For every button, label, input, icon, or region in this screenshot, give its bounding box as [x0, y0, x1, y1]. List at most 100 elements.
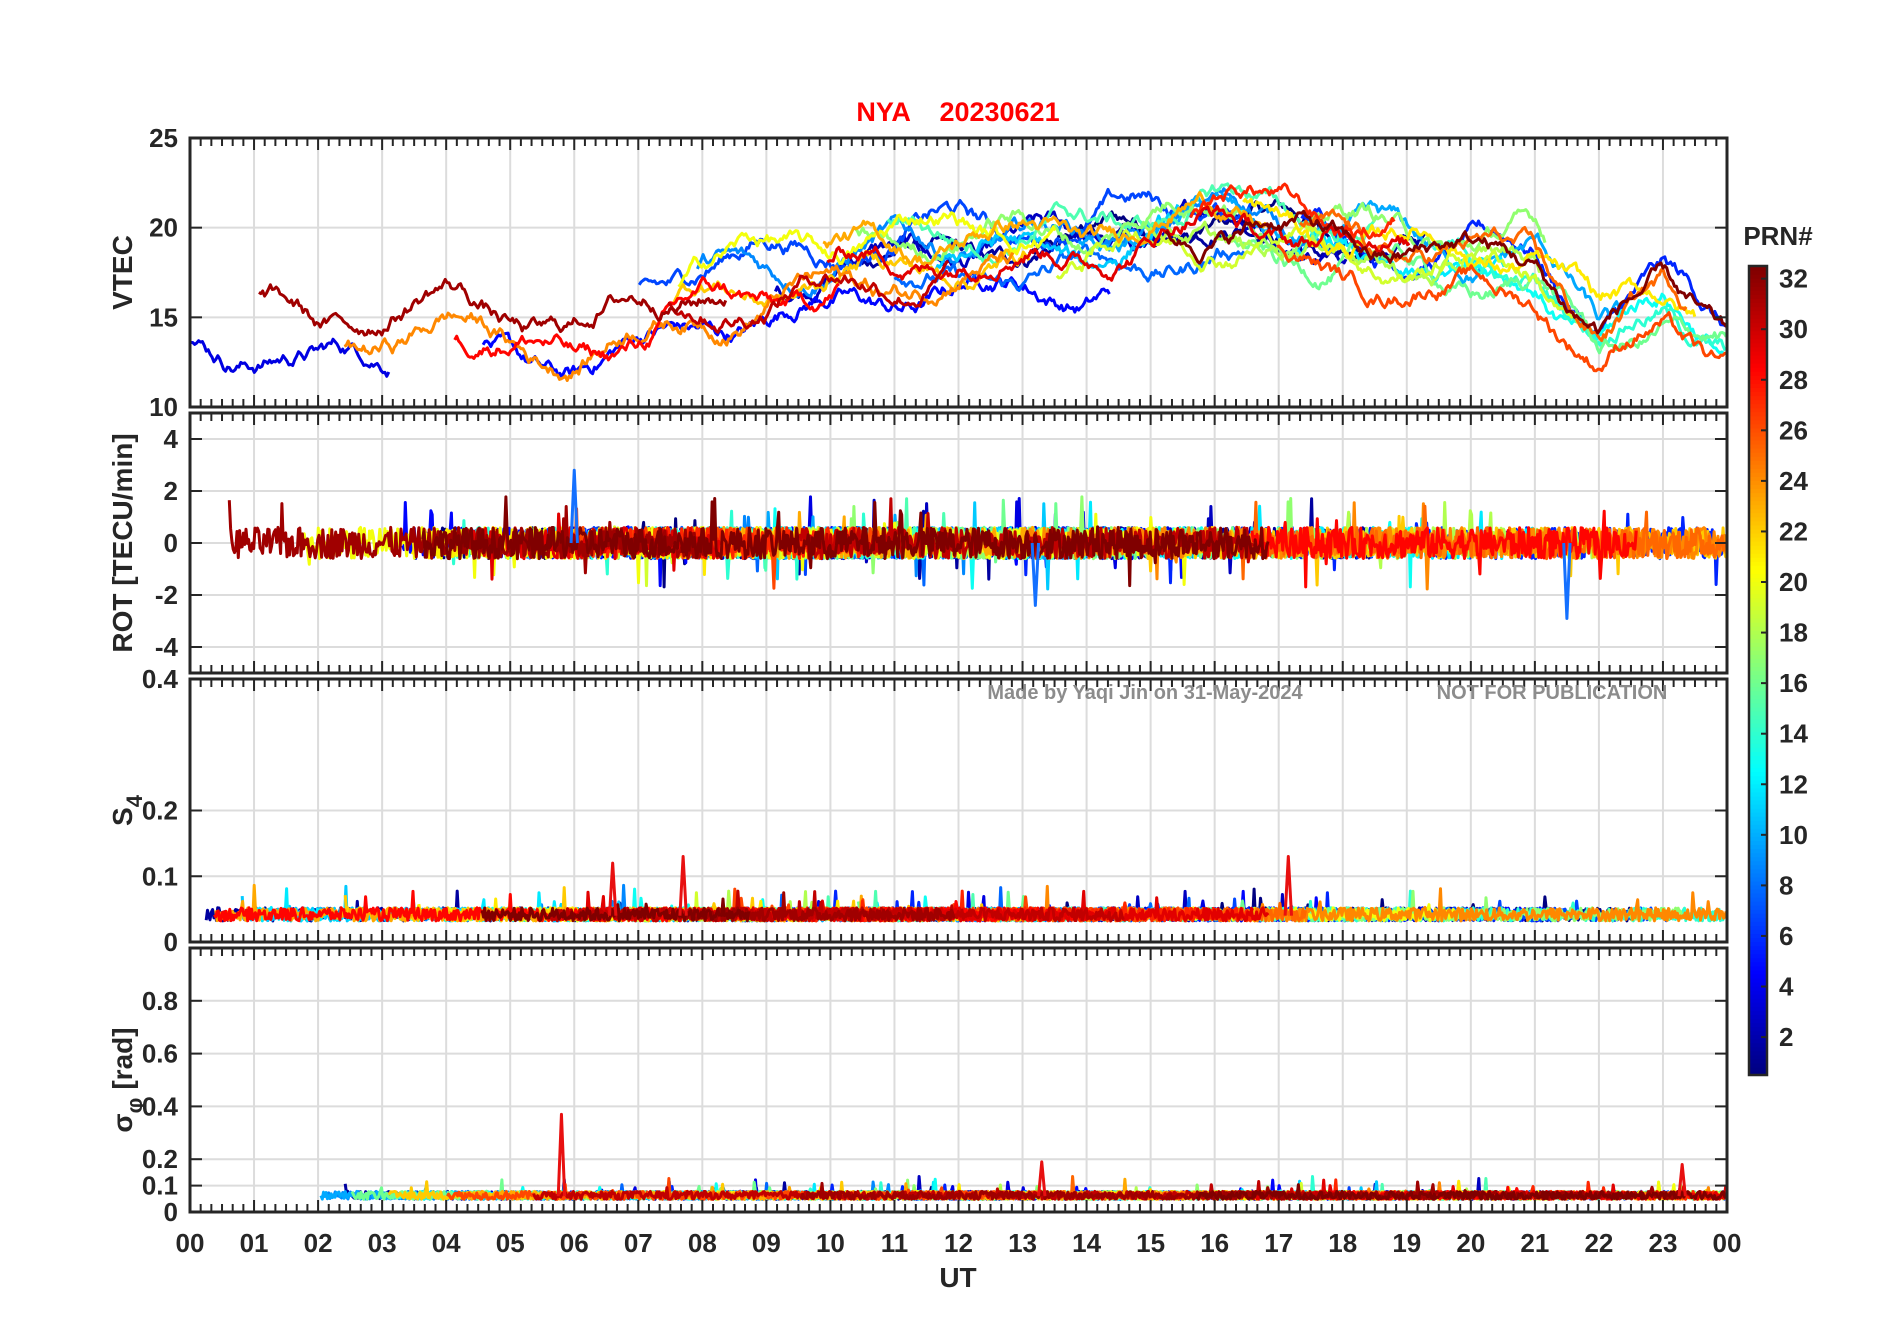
colorbar-band — [1749, 795, 1767, 801]
x-tick-label: 01 — [240, 1228, 269, 1258]
colorbar-band — [1749, 953, 1767, 959]
colorbar-band — [1749, 787, 1767, 793]
colorbar-band — [1749, 812, 1767, 817]
colorbar-band — [1749, 820, 1767, 825]
colorbar-band — [1749, 694, 1767, 700]
series-peak-1 — [1562, 542, 1572, 620]
colorbar-band — [1749, 666, 1767, 672]
panel-vtec: 10 15 20 25 VTEC — [107, 123, 1729, 422]
colorbar-band — [1749, 791, 1767, 797]
colorbar-band — [1749, 500, 1767, 506]
x-tick-label: 22 — [1584, 1228, 1613, 1258]
y-tick-label: 4 — [164, 424, 179, 454]
colorbar-band — [1749, 682, 1767, 688]
series-prn-16 — [1219, 231, 1728, 355]
series-prn-7 — [637, 187, 1255, 287]
colorbar-band — [1749, 727, 1767, 732]
colorbar-band — [1749, 973, 1767, 979]
x-tick-label: 00 — [1713, 1228, 1742, 1258]
series-group — [319, 1112, 1729, 1201]
colorbar-tick-label: 24 — [1779, 466, 1808, 496]
colorbar-band — [1749, 690, 1767, 696]
colorbar-band — [1749, 621, 1767, 627]
series-prn-32 — [1195, 1183, 1728, 1201]
colorbar-band — [1749, 367, 1767, 372]
colorbar-band — [1749, 994, 1767, 999]
colorbar-band — [1749, 561, 1767, 566]
colorbar-band — [1749, 439, 1767, 445]
colorbar-band — [1749, 824, 1767, 829]
colorbar-band — [1749, 872, 1767, 878]
y-axis-label-s4: S4 — [107, 794, 147, 826]
colorbar-tick-label: 22 — [1779, 516, 1808, 546]
colorbar-band — [1749, 642, 1767, 647]
series-prn-22 — [672, 248, 1031, 308]
colorbar-band — [1749, 674, 1767, 680]
colorbar-band — [1749, 799, 1767, 805]
title-station: NYA — [856, 97, 910, 127]
colorbar-band — [1749, 601, 1767, 607]
colorbar-band — [1749, 949, 1767, 955]
series-prn-27 — [1189, 182, 1396, 240]
x-tick-label: 09 — [752, 1228, 781, 1258]
y-tick-label: 20 — [149, 213, 178, 243]
colorbar-frame — [1747, 264, 1769, 1077]
colorbar-band — [1749, 338, 1767, 344]
series-peak-0 — [569, 468, 579, 544]
colorbar-band — [1749, 719, 1767, 724]
series-peak-2 — [1677, 1162, 1687, 1197]
x-tick-label: 10 — [816, 1228, 845, 1258]
y-tick-label: 0.1 — [142, 861, 178, 891]
colorbar-band — [1749, 557, 1767, 562]
colorbar-label: PRN# — [1743, 221, 1813, 251]
colorbar-band — [1749, 476, 1767, 481]
colorbar-band — [1749, 537, 1767, 542]
colorbar-tick-label: 12 — [1779, 769, 1808, 799]
colorbar-band — [1749, 346, 1767, 352]
y-tick-label: 0.6 — [142, 1039, 178, 1069]
colorbar-band — [1749, 435, 1767, 441]
colorbar-band — [1749, 650, 1767, 655]
colorbar-tick-label: 6 — [1779, 921, 1793, 951]
x-tick-label: 07 — [624, 1228, 653, 1258]
colorbar-band — [1749, 508, 1767, 514]
colorbar-band — [1749, 383, 1767, 388]
colorbar-band — [1749, 443, 1767, 449]
colorbar-tick-label: 16 — [1779, 668, 1808, 698]
colorbar-band — [1749, 330, 1767, 336]
colorbar-band — [1749, 290, 1767, 295]
colorbar-band — [1749, 892, 1767, 898]
y-tick-label: 15 — [149, 302, 178, 332]
series-group — [204, 855, 1729, 923]
colorbar-band — [1749, 638, 1767, 643]
colorbar-band — [1749, 274, 1767, 279]
colorbar-band — [1749, 581, 1767, 587]
colorbar-band — [1749, 1066, 1767, 1072]
colorbar-tick-label: 8 — [1779, 870, 1793, 900]
y-tick-label: 0.8 — [142, 986, 178, 1016]
colorbar-band — [1749, 969, 1767, 975]
colorbar-tick-label: 2 — [1779, 1022, 1793, 1052]
colorbar-band — [1749, 808, 1767, 813]
series-prn-32 — [421, 495, 1270, 588]
colorbar-band — [1749, 1026, 1767, 1032]
colorbar-band — [1749, 844, 1767, 850]
colorbar-band — [1749, 403, 1767, 409]
colorbar-band — [1749, 541, 1767, 546]
colorbar-band — [1749, 613, 1767, 619]
colorbar-band — [1749, 286, 1767, 291]
series-prn-31 — [258, 277, 728, 337]
colorbar-band — [1749, 678, 1767, 684]
colorbar-band — [1749, 783, 1767, 789]
x-tick-label: 20 — [1456, 1228, 1485, 1258]
colorbar-band — [1749, 977, 1767, 983]
colorbar-band — [1749, 528, 1767, 534]
colorbar-band — [1749, 739, 1767, 744]
colorbar-band — [1749, 480, 1767, 486]
colorbar-band — [1749, 593, 1767, 599]
colorbar-band — [1749, 318, 1767, 324]
x-tick-label: 00 — [176, 1228, 205, 1258]
colorbar-band — [1749, 387, 1767, 392]
series-prn-28 — [1250, 509, 1638, 589]
